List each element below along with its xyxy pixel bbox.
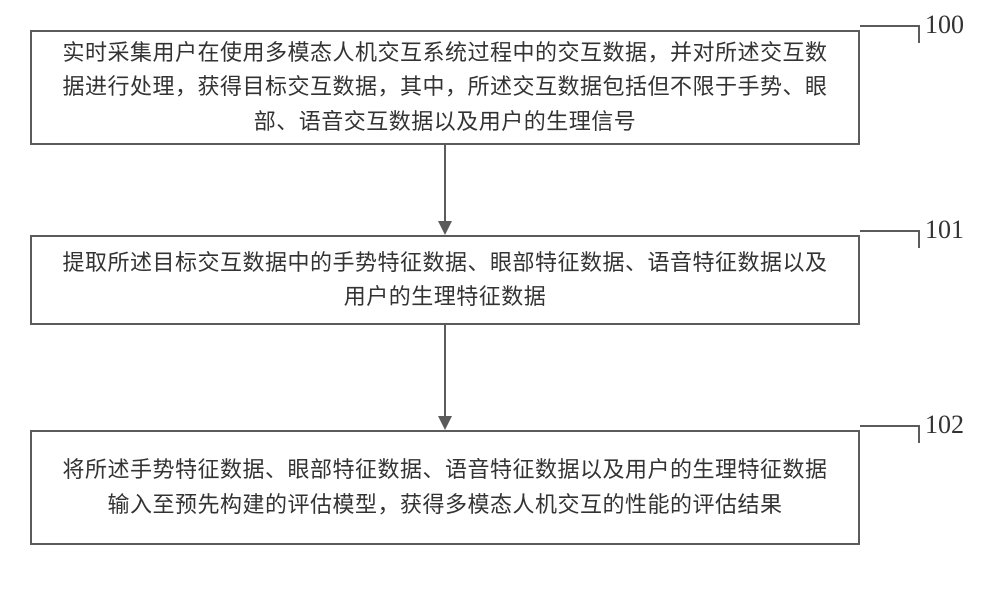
arrow-101-to-102 <box>445 325 446 430</box>
leader-line-102 <box>860 425 920 443</box>
flow-node-102-text: 将所述手势特征数据、眼部特征数据、语音特征数据以及用户的生理特征数据输入至预先构… <box>56 453 834 521</box>
arrow-100-to-101 <box>445 145 446 235</box>
flowchart-canvas: 实时采集用户在使用多模态人机交互系统过程中的交互数据，并对所述交互数据进行处理，… <box>0 0 1000 591</box>
flow-node-100: 实时采集用户在使用多模态人机交互系统过程中的交互数据，并对所述交互数据进行处理，… <box>30 30 860 145</box>
flow-node-102: 将所述手势特征数据、眼部特征数据、语音特征数据以及用户的生理特征数据输入至预先构… <box>30 430 860 545</box>
step-label-100: 100 <box>925 10 964 40</box>
step-label-101: 101 <box>925 215 964 245</box>
leader-line-100 <box>860 25 920 43</box>
leader-line-101 <box>860 230 920 248</box>
flow-node-100-text: 实时采集用户在使用多模态人机交互系统过程中的交互数据，并对所述交互数据进行处理，… <box>56 36 834 138</box>
flow-node-101-text: 提取所述目标交互数据中的手势特征数据、眼部特征数据、语音特征数据以及用户的生理特… <box>56 246 834 314</box>
flow-node-101: 提取所述目标交互数据中的手势特征数据、眼部特征数据、语音特征数据以及用户的生理特… <box>30 235 860 325</box>
step-label-102: 102 <box>925 410 964 440</box>
